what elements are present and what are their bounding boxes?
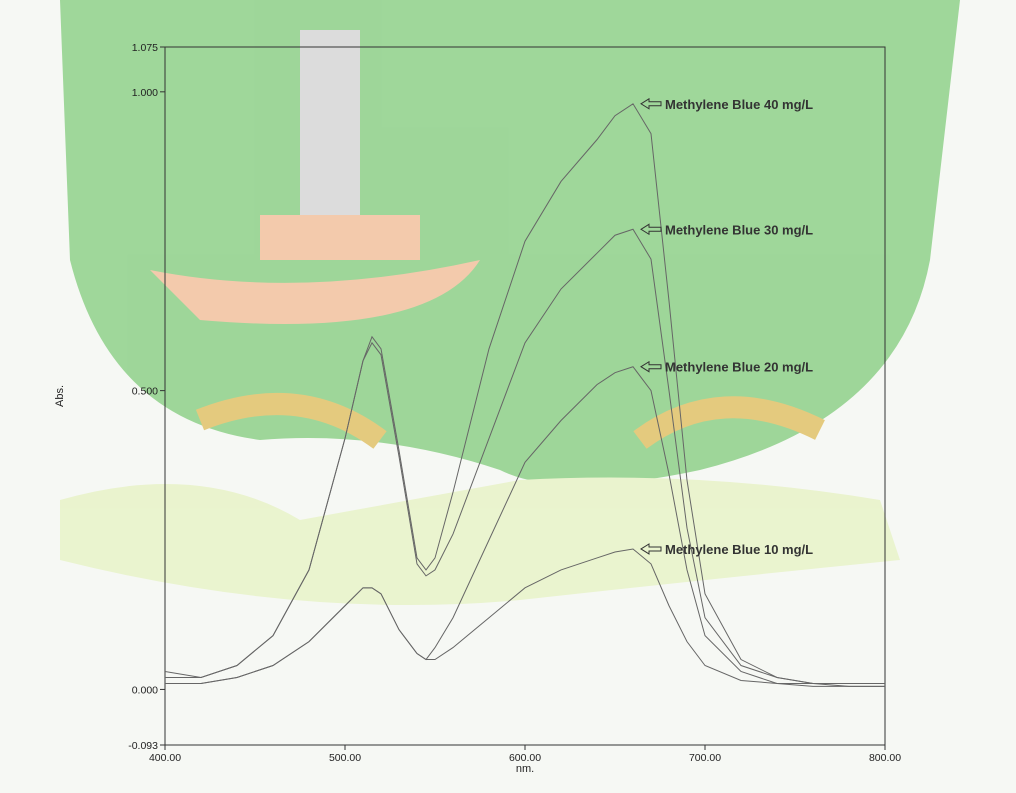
x-axis-label: nm. [516,763,534,775]
series-label: Methylene Blue 40 mg/L [665,97,813,112]
chart: Abs. nm. -0.093 0.000 0.500 1.000 1.075 400.0… [0,0,1016,793]
y-tick-label: 1.075 [132,42,158,54]
y-tick-label: -0.093 [128,740,158,752]
x-tick-label: 600.00 [509,752,541,764]
y-axis-label: Abs. [54,385,66,407]
y-tick-label: 1.000 [132,87,158,99]
x-tick-label: 400.00 [149,752,181,764]
series-label: Methylene Blue 30 mg/L [665,222,813,237]
series-label: Methylene Blue 20 mg/L [665,360,813,375]
x-tick-label: 500.00 [329,752,361,764]
series-label: Methylene Blue 10 mg/L [665,542,813,557]
x-tick-label: 700.00 [689,752,721,764]
x-tick-label: 800.00 [869,752,901,764]
watermark [60,0,960,605]
y-tick-label: 0.000 [132,684,158,696]
y-tick-label: 0.500 [132,386,158,398]
